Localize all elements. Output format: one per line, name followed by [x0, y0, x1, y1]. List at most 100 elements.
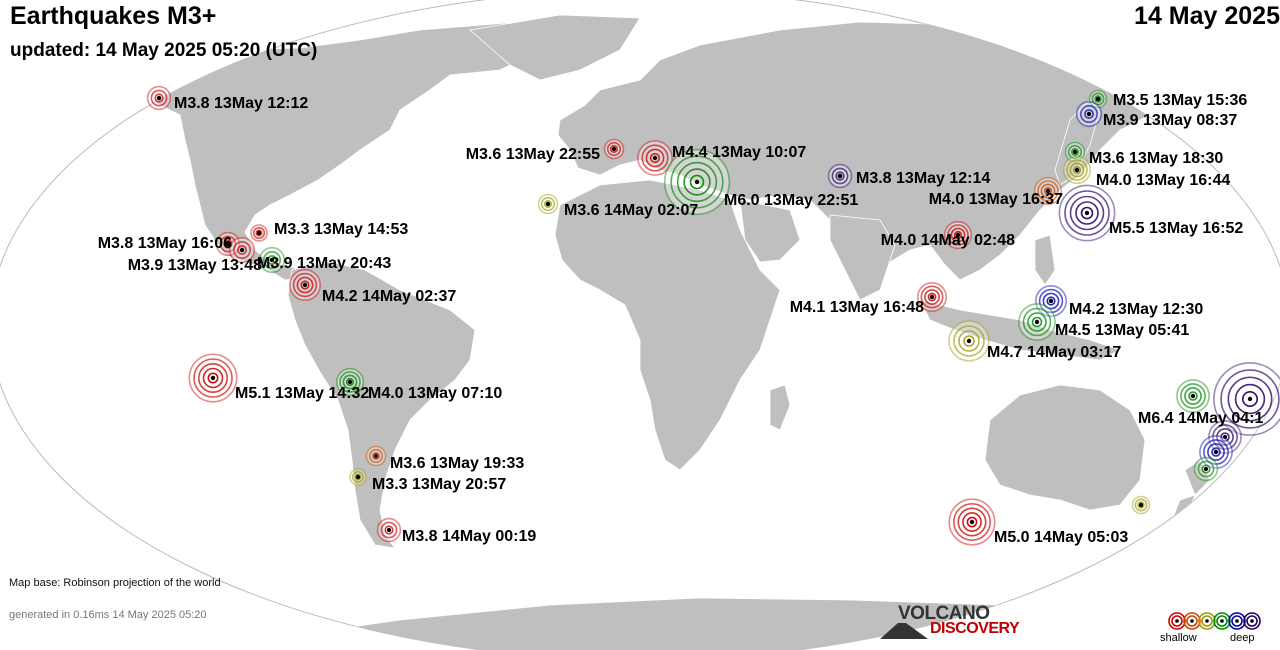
earthquake-marker-15[interactable] [228, 236, 256, 264]
earthquake-label: M3.8 13May 12:12 [174, 95, 308, 112]
quake-ring [1031, 316, 1043, 328]
earthquake-label: M3.9 13May 13:48 [128, 257, 262, 274]
legend-dot [1190, 619, 1194, 623]
earthquake-marker-28[interactable] [948, 498, 996, 546]
quake-ring [920, 285, 944, 309]
quake-epicenter [969, 519, 975, 525]
earthquake-marker-4[interactable] [663, 148, 731, 216]
quake-epicenter [256, 230, 262, 236]
quake-epicenter [302, 282, 308, 288]
earthquake-label: M4.0 13May 16:37 [929, 191, 1063, 208]
quake-ring [1197, 460, 1215, 478]
earthquake-marker-14[interactable] [250, 224, 268, 242]
earthquake-label: M3.8 14May 00:19 [402, 528, 536, 545]
legend-ring [1228, 612, 1246, 630]
earthquake-marker-3[interactable] [537, 193, 559, 215]
earthquake-marker-11[interactable] [1062, 155, 1092, 185]
quake-ring [641, 144, 669, 172]
quake-epicenter [694, 179, 700, 185]
earthquake-marker-2[interactable] [637, 140, 673, 176]
quake-ring [354, 473, 362, 481]
earthquake-marker-0[interactable] [146, 85, 172, 111]
earthquake-label: M4.1 13May 16:48 [790, 299, 924, 316]
quake-epicenter [1222, 434, 1228, 440]
quake-ring [223, 239, 233, 249]
earthquake-marker-21[interactable] [948, 320, 990, 362]
legend-ring [1246, 615, 1258, 627]
quake-epicenter [611, 146, 617, 152]
quake-ring [1242, 390, 1259, 407]
quake-ring [193, 358, 233, 398]
quake-ring [963, 335, 975, 347]
earthquake-marker-24[interactable] [365, 445, 387, 467]
quake-ring [255, 229, 263, 237]
quake-ring [924, 289, 940, 305]
earthquake-marker-29[interactable] [1176, 379, 1210, 413]
quake-epicenter [347, 379, 353, 385]
quake-epicenter [225, 241, 231, 247]
legend-deep-label: deep [1230, 632, 1255, 644]
australia [984, 384, 1146, 511]
legend-rings [1168, 612, 1261, 630]
earthquake-marker-22[interactable] [188, 353, 238, 403]
earthquake-marker-25[interactable] [349, 468, 367, 486]
earthquake-marker-6[interactable] [1033, 176, 1063, 206]
quake-ring [670, 155, 724, 209]
quake-ring [233, 241, 252, 260]
legend-shallow-label: shallow [1160, 632, 1197, 644]
quake-ring [1184, 387, 1202, 405]
quake-ring [953, 230, 963, 240]
earthquake-label: M3.8 13May 12:14 [856, 170, 990, 187]
quake-epicenter [1095, 96, 1101, 102]
earthquake-label: M3.6 13May 18:30 [1089, 150, 1223, 167]
earthquake-marker-30[interactable] [1208, 420, 1242, 454]
quake-ring [1207, 443, 1225, 461]
quake-ring [1042, 292, 1060, 310]
logo-line2: DISCOVERY [930, 620, 1020, 637]
quake-ring [1080, 105, 1099, 124]
legend-dot [1175, 619, 1179, 623]
quake-ring [1211, 447, 1221, 457]
depth-legend: shallow deep [1160, 610, 1270, 650]
quake-epicenter [652, 155, 658, 161]
earthquake-marker-16[interactable] [258, 246, 286, 274]
earthquake-label: M6.4 14May 04:1 [1138, 410, 1264, 427]
quake-ring [649, 152, 661, 164]
earthquake-marker-7[interactable] [943, 220, 973, 250]
legend-ring [1168, 612, 1186, 630]
earthquake-marker-18[interactable] [916, 281, 947, 312]
earthquake-marker-31[interactable] [1199, 435, 1233, 469]
earthquake-marker-12[interactable] [1058, 184, 1116, 242]
quake-ring [1220, 432, 1230, 442]
earthquake-marker-10[interactable] [1064, 141, 1086, 163]
quake-ring [296, 276, 314, 294]
earthquake-marker-8[interactable] [1088, 89, 1108, 109]
earthquake-marker-27[interactable] [1213, 362, 1280, 436]
quake-ring [1180, 383, 1206, 409]
earthquake-marker-1[interactable] [603, 138, 625, 160]
quake-ring [1069, 195, 1105, 231]
earthquake-marker-23[interactable] [335, 367, 365, 397]
quake-ring [1064, 190, 1110, 236]
earthquake-marker-32[interactable] [1193, 456, 1219, 482]
quake-ring [962, 512, 982, 532]
quake-epicenter [1048, 298, 1054, 304]
earthquake-marker-26[interactable] [376, 517, 402, 543]
legend-ring [1243, 612, 1261, 630]
south-america [287, 261, 476, 549]
earthquake-marker-33[interactable] [1131, 495, 1151, 515]
quake-ring [1212, 424, 1238, 450]
quake-ring [198, 362, 229, 393]
earthquake-marker-5[interactable] [827, 163, 853, 189]
quake-ring [1027, 312, 1047, 332]
earthquake-marker-17[interactable] [288, 268, 321, 301]
quake-ring [1038, 288, 1064, 314]
quake-ring [202, 367, 224, 389]
earthquake-marker-9[interactable] [1075, 100, 1103, 128]
earthquake-label: M4.0 13May 07:10 [368, 385, 502, 402]
earthquake-marker-19[interactable] [1035, 284, 1068, 317]
quake-ring [1022, 307, 1052, 337]
earthquake-marker-20[interactable] [1018, 303, 1056, 341]
legend-ring [1201, 615, 1213, 627]
earthquake-label: M4.5 13May 05:41 [1055, 322, 1189, 339]
